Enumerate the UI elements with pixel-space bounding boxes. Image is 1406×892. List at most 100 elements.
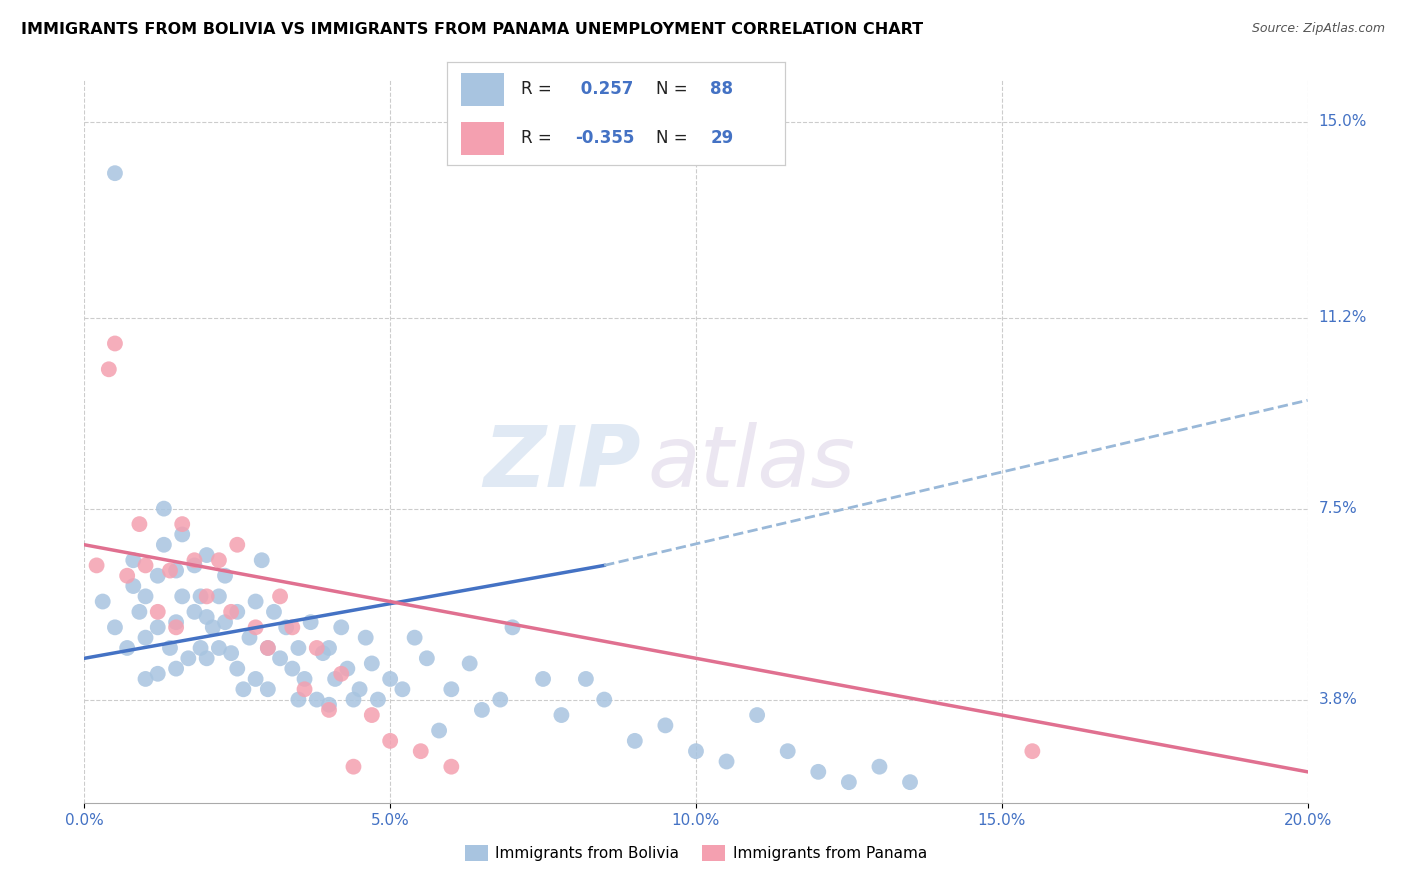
Point [226,538,249,552]
Point [323,672,346,686]
Text: R =: R = [522,80,553,98]
Point [330,666,353,681]
Point [172,590,194,604]
Point [104,166,127,180]
Point [208,590,231,604]
Point [165,662,187,676]
Text: 15.0%: 15.0% [1319,114,1367,129]
Point [502,620,524,634]
Point [318,698,340,712]
Point [146,605,169,619]
Point [195,548,218,562]
Point [250,553,273,567]
Point [287,692,309,706]
Point [214,568,236,582]
Text: 3.8%: 3.8% [1319,692,1358,707]
Point [409,744,432,758]
Point [195,651,218,665]
Point [342,760,364,774]
Point [195,610,218,624]
Point [299,615,322,630]
Point [135,672,157,686]
Point [128,517,150,532]
Point [135,590,157,604]
Point [245,594,267,608]
Point [269,590,291,604]
Point [318,640,340,655]
Point [312,646,335,660]
Point [208,640,231,655]
Point [440,682,463,697]
Point [531,672,554,686]
Point [427,723,450,738]
Point [146,666,169,681]
Point [190,590,212,604]
Point [226,605,249,619]
Point [380,734,402,748]
Point [91,594,114,608]
Text: 29: 29 [710,129,734,147]
Point [97,362,120,376]
Point [336,662,359,676]
Point [122,579,145,593]
Point [172,527,194,541]
Point [391,682,413,697]
Point [257,682,280,697]
Point [238,631,260,645]
Point [342,692,364,706]
Point [281,620,304,634]
Point [257,640,280,655]
Point [281,662,304,676]
Point [245,672,267,686]
Point [458,657,481,671]
Point [115,568,138,582]
Bar [461,122,505,155]
Point [838,775,860,789]
Point [257,640,280,655]
Text: 88: 88 [710,80,734,98]
Point [245,620,267,634]
Point [380,672,402,686]
Point [214,615,236,630]
Point [440,760,463,774]
Text: N =: N = [657,129,688,147]
Text: IMMIGRANTS FROM BOLIVIA VS IMMIGRANTS FROM PANAMA UNEMPLOYMENT CORRELATION CHART: IMMIGRANTS FROM BOLIVIA VS IMMIGRANTS FR… [21,22,924,37]
Text: 0.257: 0.257 [575,80,634,98]
Legend: Immigrants from Bolivia, Immigrants from Panama: Immigrants from Bolivia, Immigrants from… [458,839,934,867]
Point [183,553,205,567]
Point [104,620,127,634]
Text: atlas: atlas [647,422,855,505]
Point [115,640,138,655]
Point [305,692,328,706]
Point [104,336,127,351]
Point [165,564,187,578]
Point [135,558,157,573]
Point [305,640,328,655]
Point [575,672,598,686]
Point [360,708,382,723]
Point [654,718,676,732]
Point [195,590,218,604]
Point [128,605,150,619]
Point [208,553,231,567]
Point [159,640,181,655]
Point [172,517,194,532]
Bar [461,73,505,105]
Point [153,538,176,552]
Point [190,640,212,655]
Point [685,744,707,758]
Point [287,640,309,655]
Point [165,615,187,630]
Text: Source: ZipAtlas.com: Source: ZipAtlas.com [1251,22,1385,36]
Point [226,662,249,676]
Point [550,708,572,723]
Point [177,651,200,665]
Point [135,631,157,645]
Point [269,651,291,665]
Point [1021,744,1043,758]
Text: -0.355: -0.355 [575,129,634,147]
Point [367,692,389,706]
Point [624,734,647,748]
Point [86,558,108,573]
Point [716,755,738,769]
